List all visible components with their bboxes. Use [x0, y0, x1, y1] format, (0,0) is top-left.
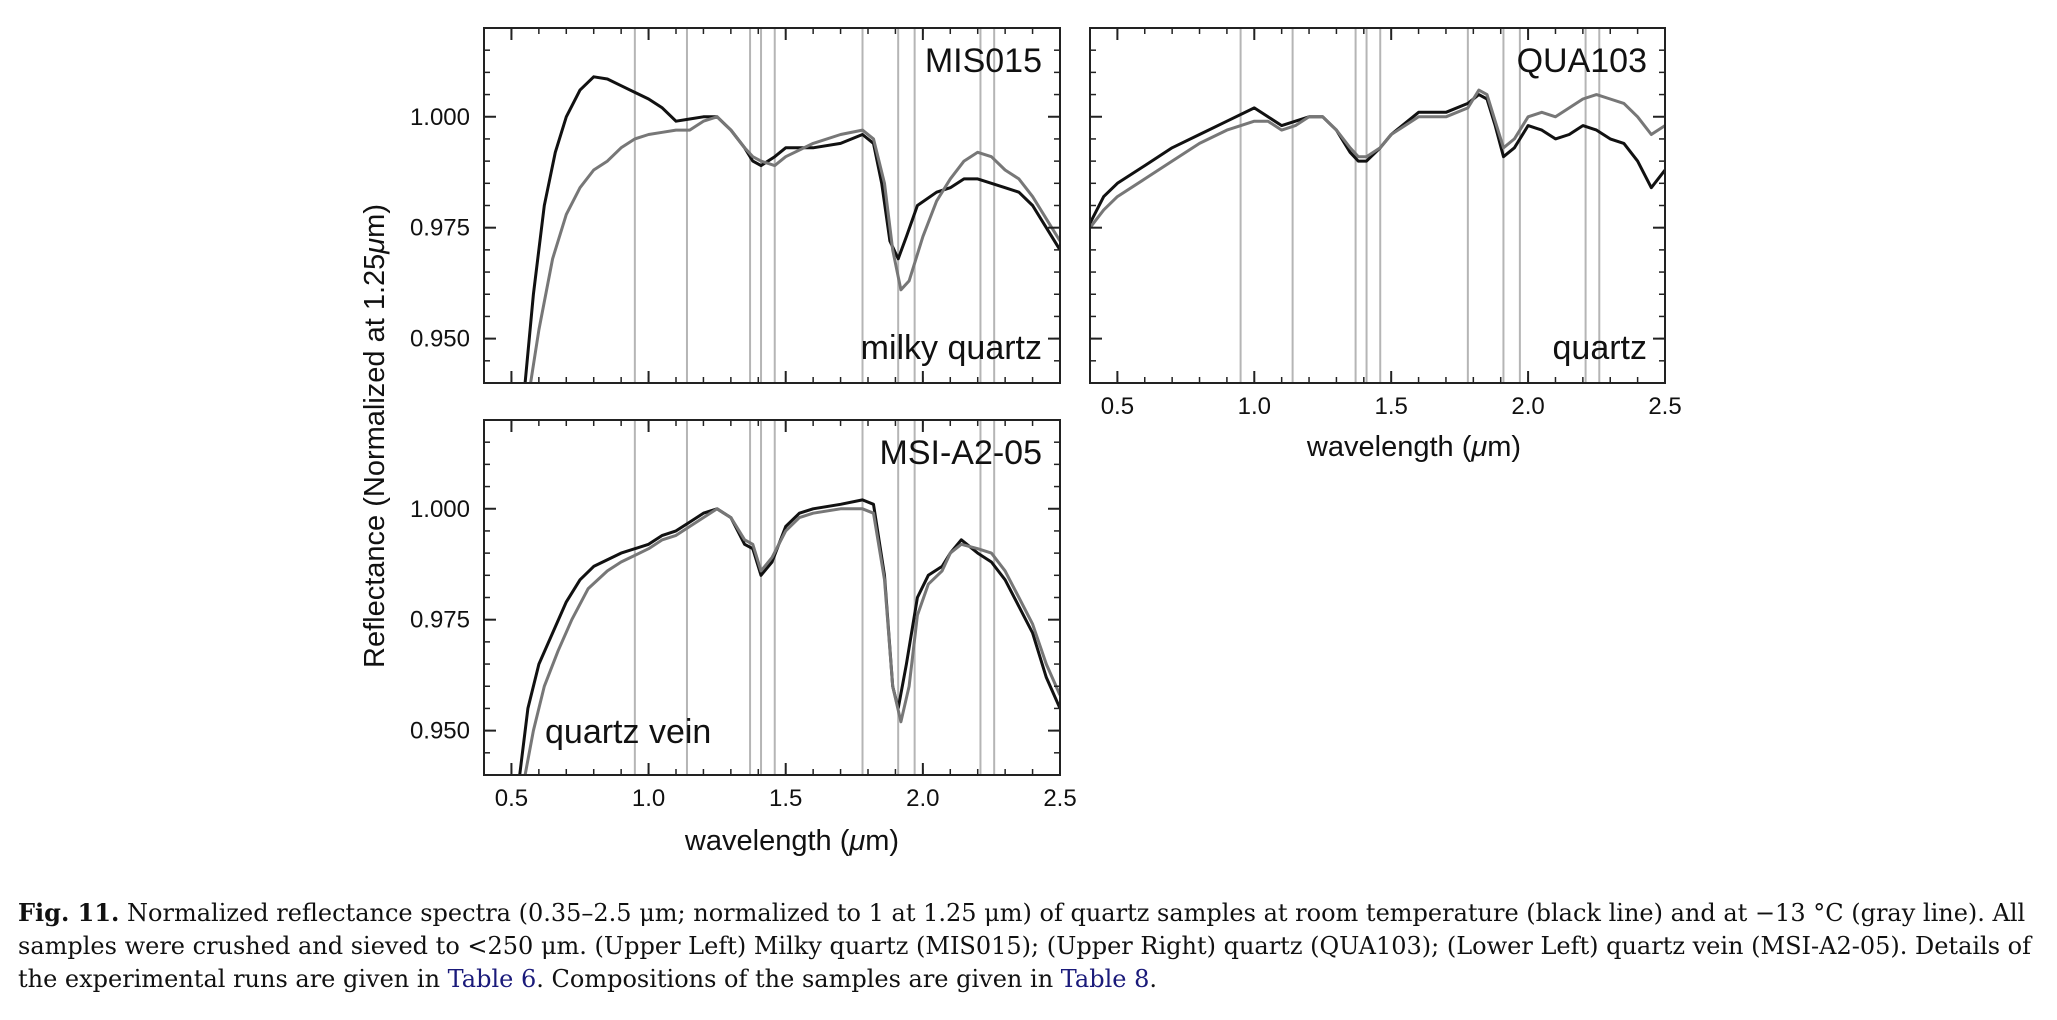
x-tick-label: 1.0 — [1238, 393, 1271, 420]
x-axis-label-top-unit: μ — [1470, 431, 1487, 463]
panel-mis015: 0.950 0.975 1.000 MIS015 milky quartz — [410, 27, 1061, 384]
x-tick-label: 1.0 — [632, 785, 665, 812]
x-tick-label: 2.0 — [906, 785, 939, 812]
x-tick-label: 1.5 — [769, 785, 802, 812]
panel-msi-a2-05: 0.5 1.0 1.5 2.0 2.5 0.950 0.975 1.000 MSI-A2-05 q… — [410, 419, 1077, 812]
y-axis-label-prefix: Reflectance (Normalized at 1.25 — [359, 254, 391, 668]
y-tick-label: 1.000 — [410, 104, 470, 131]
series-room-temperature-line — [1090, 93, 1665, 224]
caption-link-table-8[interactable]: Table 8 — [1060, 965, 1150, 993]
y-tick-label: 0.950 — [410, 326, 470, 353]
x-tick-label: 2.5 — [1043, 785, 1076, 812]
x-tick-label: 1.5 — [1375, 393, 1408, 420]
series-cold-line — [523, 507, 1060, 775]
panel-title-msi-a2-05: MSI-A2-05 — [880, 434, 1043, 472]
x-axis-label-bottom-unit: μ — [848, 825, 865, 857]
caption-figure-label: Fig. 11. — [18, 898, 120, 927]
series-cold-line — [529, 115, 1060, 383]
x-axis-label-bottom-suffix: m) — [865, 825, 899, 857]
x-axis-label-bottom: wavelength (μm) — [684, 825, 899, 857]
figure-caption: Fig. 11. Normalized reflectance spectra … — [18, 896, 2043, 996]
x-axis-label-top-suffix: m) — [1487, 431, 1521, 463]
x-tick-label: 0.5 — [495, 785, 528, 812]
series-room-temperature-line — [523, 75, 1060, 383]
x-tick-label: 2.5 — [1648, 393, 1681, 420]
caption-text-end: . — [1149, 965, 1158, 993]
x-tick-label: 0.5 — [1101, 393, 1134, 420]
y-tick-label: 0.975 — [410, 607, 470, 634]
y-axis-label: Reflectance (Normalized at 1.25μm) — [359, 204, 391, 668]
panel-qua103: 0.5 1.0 1.5 2.0 2.5 QUA103 quartz — [1089, 27, 1682, 420]
y-axis-label-unit: μ — [359, 238, 391, 255]
panel-sample-label: quartz — [1553, 329, 1648, 367]
x-tick-label: 2.0 — [1511, 393, 1544, 420]
x-axis-label-top-prefix: wavelength ( — [1306, 431, 1472, 463]
figure-canvas: 0.950 0.975 1.000 MIS015 milky quartz 0.5 1.0… — [359, 27, 1682, 857]
x-axis-label-top: wavelength (μm) — [1306, 431, 1521, 463]
y-axis-label-suffix: m) — [359, 204, 391, 238]
panel-title-mis015: MIS015 — [925, 42, 1042, 80]
series-cold-line — [1090, 88, 1665, 229]
caption-text-main: Normalized reflectance spectra (0.35–2.5… — [18, 899, 2032, 993]
y-tick-label: 0.950 — [410, 718, 470, 745]
panel-sample-label: milky quartz — [861, 329, 1042, 367]
panel-title-qua103: QUA103 — [1517, 42, 1647, 80]
y-tick-label: 0.975 — [410, 215, 470, 242]
x-axis-label-bottom-prefix: wavelength ( — [684, 825, 850, 857]
caption-text-mid: . Compositions of the samples are given … — [536, 965, 1061, 993]
caption-link-table-6[interactable]: Table 6 — [447, 965, 537, 993]
y-tick-label: 1.000 — [410, 496, 470, 523]
panel-sample-label: quartz vein — [545, 713, 711, 751]
